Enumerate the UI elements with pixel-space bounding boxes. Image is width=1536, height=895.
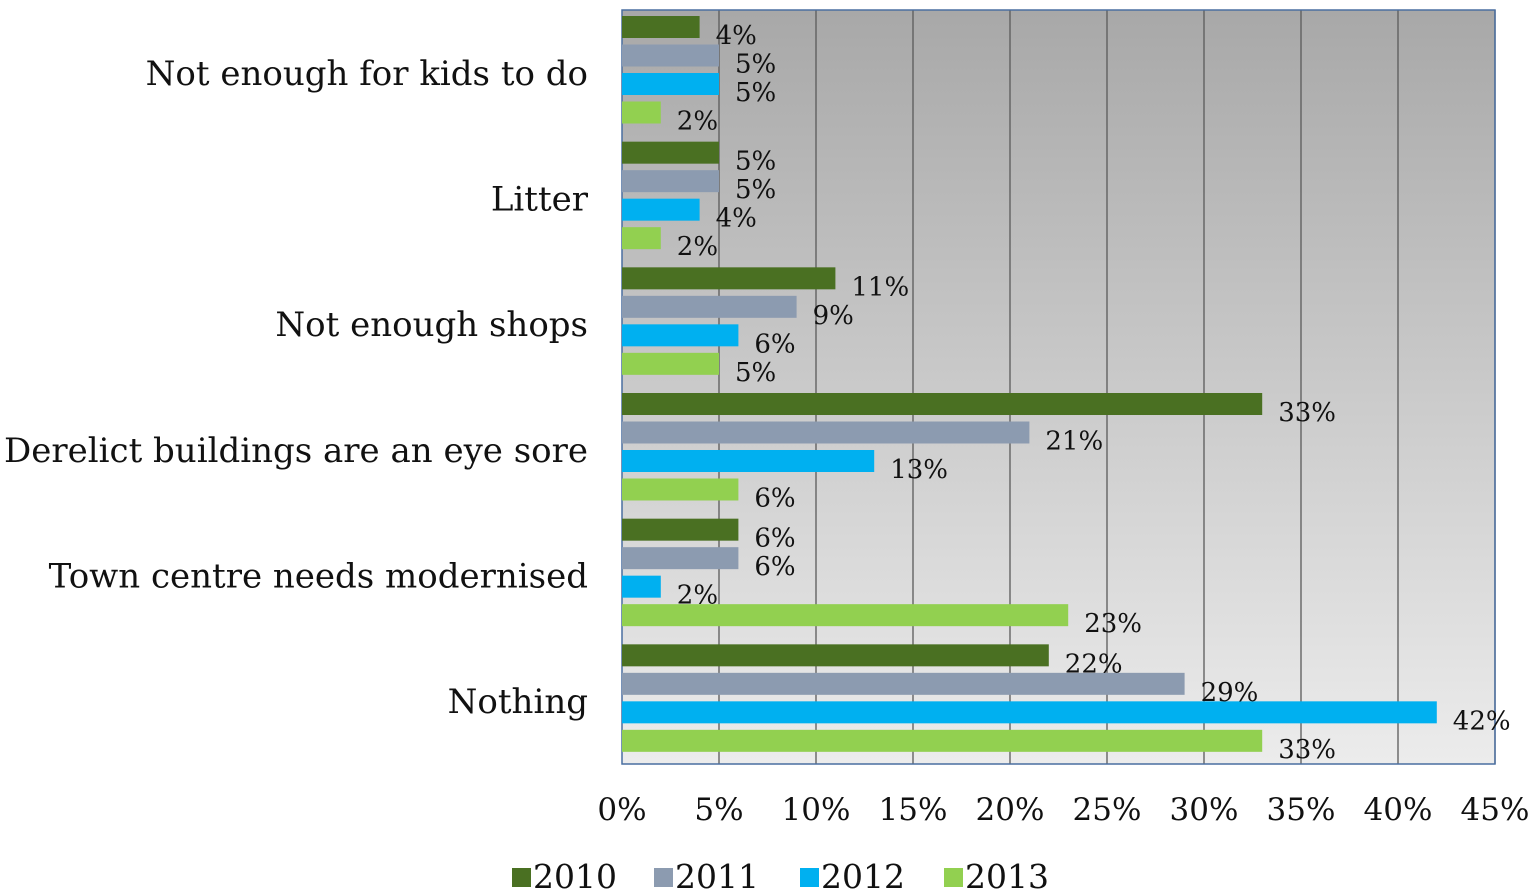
legend-label: 2012 — [821, 857, 905, 895]
bar — [622, 16, 700, 38]
data-label: 21% — [1045, 427, 1103, 457]
bar — [622, 393, 1263, 415]
data-label: 22% — [1065, 649, 1123, 679]
tick-label: 30% — [1170, 792, 1239, 828]
data-label: 6% — [754, 552, 795, 582]
category-label: Not enough shops — [275, 305, 588, 345]
data-label: 6% — [754, 524, 795, 554]
data-label: 2% — [677, 581, 718, 611]
data-label: 11% — [851, 272, 909, 302]
data-label: 4% — [716, 21, 757, 51]
data-label: 4% — [716, 204, 757, 234]
legend-swatch — [654, 868, 673, 887]
data-label: 33% — [1278, 735, 1336, 765]
legend-label: 2013 — [965, 857, 1049, 895]
gridlines — [621, 9, 1496, 765]
data-label: 6% — [754, 329, 795, 359]
bar — [622, 478, 739, 501]
category-label: Town centre needs modernised — [49, 557, 588, 597]
bar — [622, 701, 1437, 724]
data-label: 2% — [677, 232, 718, 262]
data-label: 13% — [890, 455, 948, 485]
category-label: Litter — [491, 180, 589, 220]
bar — [622, 547, 739, 570]
data-label: 42% — [1453, 706, 1511, 736]
plot-background — [622, 10, 1495, 764]
bar — [622, 170, 719, 193]
tick-label: 15% — [879, 792, 948, 828]
bar — [622, 604, 1069, 627]
category-label: Nothing — [448, 682, 588, 722]
legend-swatch — [512, 868, 531, 887]
data-label: 5% — [735, 147, 776, 177]
bar — [622, 44, 719, 67]
data-label: 6% — [754, 484, 795, 514]
tick-label: 40% — [1364, 792, 1433, 828]
category-axis: Not enough for kids to do Litter Not enoug… — [4, 54, 589, 722]
data-label: 5% — [735, 78, 776, 108]
value-axis: 0% 5% 10% 15% 20% 25% 30% 35% 40% 45% — [597, 792, 1529, 828]
data-label: 33% — [1278, 398, 1336, 428]
legend: 2010 2011 2012 2013 — [512, 857, 1049, 895]
tick-label: 25% — [1073, 792, 1142, 828]
data-label: 23% — [1084, 609, 1142, 639]
bar — [622, 729, 1263, 752]
bar — [622, 575, 661, 598]
tick-label: 20% — [976, 792, 1045, 828]
data-label: 5% — [735, 175, 776, 205]
data-label: 5% — [735, 358, 776, 388]
legend-label: 2011 — [675, 857, 759, 895]
tick-label: 0% — [597, 792, 646, 828]
plot-area — [622, 10, 1495, 764]
bars — [622, 16, 1437, 752]
tick-label: 5% — [694, 792, 743, 828]
bar — [622, 421, 1030, 444]
bar — [622, 295, 797, 318]
bar — [622, 644, 1049, 667]
tick-label: 35% — [1267, 792, 1336, 828]
tick-label: 45% — [1461, 792, 1530, 828]
data-label: 5% — [735, 50, 776, 80]
data-label: 2% — [677, 107, 718, 137]
bar — [622, 267, 836, 290]
bar — [622, 518, 739, 541]
bar — [622, 227, 661, 250]
category-label: Not enough for kids to do — [146, 54, 588, 94]
bar — [622, 450, 875, 472]
plot-border — [621, 9, 1496, 765]
bar — [622, 73, 719, 95]
bar — [622, 101, 661, 124]
data-label: 29% — [1201, 678, 1259, 708]
bar — [622, 198, 700, 221]
data-label: 9% — [813, 301, 854, 331]
legend-label: 2010 — [533, 857, 617, 895]
tick-label: 10% — [782, 792, 851, 828]
legend-swatch — [944, 868, 963, 887]
bar — [622, 141, 719, 164]
data-labels: 4%5%5%2%5%5%4%2%11%9%6%5%33%21%13%6%6%6%… — [677, 21, 1511, 765]
bar — [622, 352, 719, 375]
bar — [622, 324, 739, 347]
legend-swatch — [800, 868, 819, 887]
category-label: Derelict buildings are an eye sore — [4, 431, 588, 471]
bar — [622, 672, 1185, 695]
